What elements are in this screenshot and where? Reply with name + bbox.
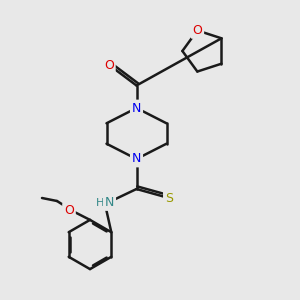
Text: H: H xyxy=(96,197,105,208)
Text: O: O xyxy=(192,24,202,37)
Text: N: N xyxy=(132,101,141,115)
Text: N: N xyxy=(105,196,114,209)
Text: O: O xyxy=(64,204,74,217)
Text: S: S xyxy=(165,191,173,205)
Text: O: O xyxy=(104,58,114,72)
Text: N: N xyxy=(132,152,141,166)
